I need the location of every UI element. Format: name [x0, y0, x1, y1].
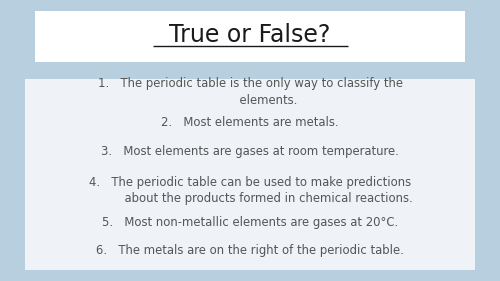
Text: 5.   Most non-metallic elements are gases at 20°C.: 5. Most non-metallic elements are gases … [102, 216, 398, 229]
Text: 2.   Most elements are metals.: 2. Most elements are metals. [161, 116, 339, 129]
Text: 4.   The periodic table can be used to make predictions
          about the prod: 4. The periodic table can be used to mak… [87, 176, 413, 205]
Text: 6.   The metals are on the right of the periodic table.: 6. The metals are on the right of the pe… [96, 244, 404, 257]
FancyBboxPatch shape [25, 79, 475, 270]
FancyBboxPatch shape [35, 11, 465, 62]
Text: 3.   Most elements are gases at room temperature.: 3. Most elements are gases at room tempe… [101, 145, 399, 158]
Text: True or False?: True or False? [170, 23, 330, 47]
Text: 1.   The periodic table is the only way to classify the
          elements.: 1. The periodic table is the only way to… [98, 78, 403, 107]
